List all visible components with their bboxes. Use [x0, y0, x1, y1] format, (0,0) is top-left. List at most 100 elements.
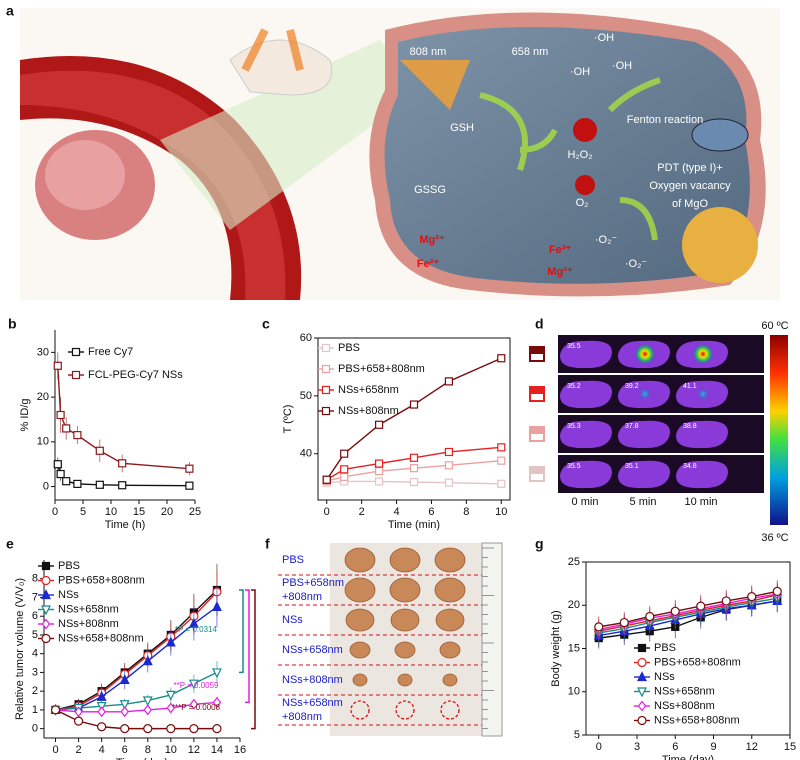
marker [497, 456, 506, 465]
group-label: PBS [282, 554, 304, 566]
mouse-thermal [559, 340, 613, 369]
temperature-label: 35.1 [625, 463, 639, 470]
tumor [434, 547, 466, 573]
legend-label: NSs+808nm [338, 405, 399, 417]
marker [165, 636, 176, 647]
schematic-label: 808 nm [410, 46, 447, 58]
marker [73, 716, 84, 726]
marker [321, 406, 331, 416]
y-tick-label: 3 [32, 666, 38, 678]
marker [166, 702, 176, 714]
time-label: 10 min [684, 496, 717, 508]
legend-label: PBS+658+808nm [338, 363, 425, 375]
series-line [598, 600, 778, 637]
legend-label: NSs+658+808nm [58, 632, 144, 644]
significance-bracket [245, 589, 250, 704]
temperature-label: 39.2 [625, 383, 639, 390]
marker [96, 690, 107, 701]
marker [637, 715, 647, 726]
mitochondria [691, 118, 749, 152]
panel-label: d [535, 316, 544, 332]
marker [444, 461, 454, 470]
group-label: NSs+658nm [282, 644, 343, 656]
mouse-thermal [675, 460, 729, 489]
absent-tumor [440, 700, 460, 720]
marker [118, 481, 127, 490]
x-tick-label: 0 [52, 506, 58, 518]
mouse-thermal [559, 380, 613, 409]
y-tick-label: 5 [574, 729, 580, 741]
marker [619, 617, 629, 628]
marker [62, 424, 71, 433]
temperature-label: 35.5 [567, 463, 581, 470]
y-tick-label: 25 [568, 556, 580, 568]
x-tick-label: 2 [76, 744, 82, 756]
series-line [326, 357, 502, 481]
group-label: +808nm [282, 711, 322, 723]
marker [166, 724, 176, 734]
marker [41, 633, 51, 644]
schematic-label: Mg²⁺ [419, 234, 445, 246]
schematic-label: ·O₂⁻ [625, 258, 647, 270]
legend-label: PBS+658+808nm [654, 656, 741, 668]
marker [95, 480, 104, 489]
marker [73, 479, 82, 488]
temperature-label: 37.8 [625, 423, 639, 430]
group-label: NSs+658nm [282, 697, 343, 709]
temperature-label: 35.5 [567, 343, 581, 350]
marker [374, 420, 384, 429]
colorbar [770, 335, 788, 525]
tumor [352, 673, 368, 687]
marker [119, 700, 130, 711]
panel-label: a [6, 3, 14, 19]
tumor-hl [45, 140, 125, 210]
temperature-label: 35.2 [567, 383, 581, 390]
x-tick-label: 4 [393, 506, 399, 518]
marker [71, 370, 81, 380]
schematic-label: GSH [450, 122, 474, 134]
marker [143, 704, 153, 716]
marker [62, 477, 71, 486]
y-tick-label: 20 [37, 391, 49, 403]
tumor [442, 673, 458, 687]
legend-label: NSs+658+808nm [654, 714, 740, 726]
marker [71, 347, 81, 357]
marker [747, 591, 757, 602]
panel-label: g [535, 536, 544, 552]
legend-label: NSs+808nm [654, 700, 715, 712]
marker [637, 671, 647, 682]
marker [189, 724, 199, 734]
y-tick-label: 1 [32, 704, 38, 716]
legend-label: NSs+808nm [58, 618, 119, 630]
tumor [389, 547, 421, 573]
schematic-label: ·O₂⁻ [595, 234, 617, 246]
temperature-label: 38.8 [683, 423, 697, 430]
panel-label: b [8, 316, 17, 332]
marker [97, 722, 107, 732]
x-axis-label: Time (day) [662, 754, 714, 760]
tumor [389, 577, 421, 603]
marker [340, 449, 349, 458]
marker [772, 586, 782, 597]
mouse-thermal [675, 420, 729, 449]
legend-label: NSs+658nm [338, 384, 399, 396]
marker [409, 453, 419, 462]
panel-label: c [262, 316, 270, 332]
marker [189, 698, 199, 710]
schematic-label: of MgO [672, 198, 709, 210]
y-tick-label: 4 [32, 648, 38, 660]
x-tick-label: 8 [463, 506, 469, 518]
marker [321, 385, 331, 395]
marker [409, 464, 419, 473]
ruler [481, 542, 503, 737]
hotspot [634, 343, 656, 365]
hotspot [638, 387, 652, 401]
x-tick-label: 4 [99, 744, 105, 756]
marker [143, 724, 153, 734]
legend-label: NSs+658nm [58, 603, 119, 615]
schematic-label: Fe³⁺ [549, 244, 572, 256]
y-tick-label: 0 [43, 480, 49, 492]
marker [142, 696, 153, 707]
legend-label: PBS [338, 342, 360, 354]
x-tick-label: 6 [428, 506, 434, 518]
